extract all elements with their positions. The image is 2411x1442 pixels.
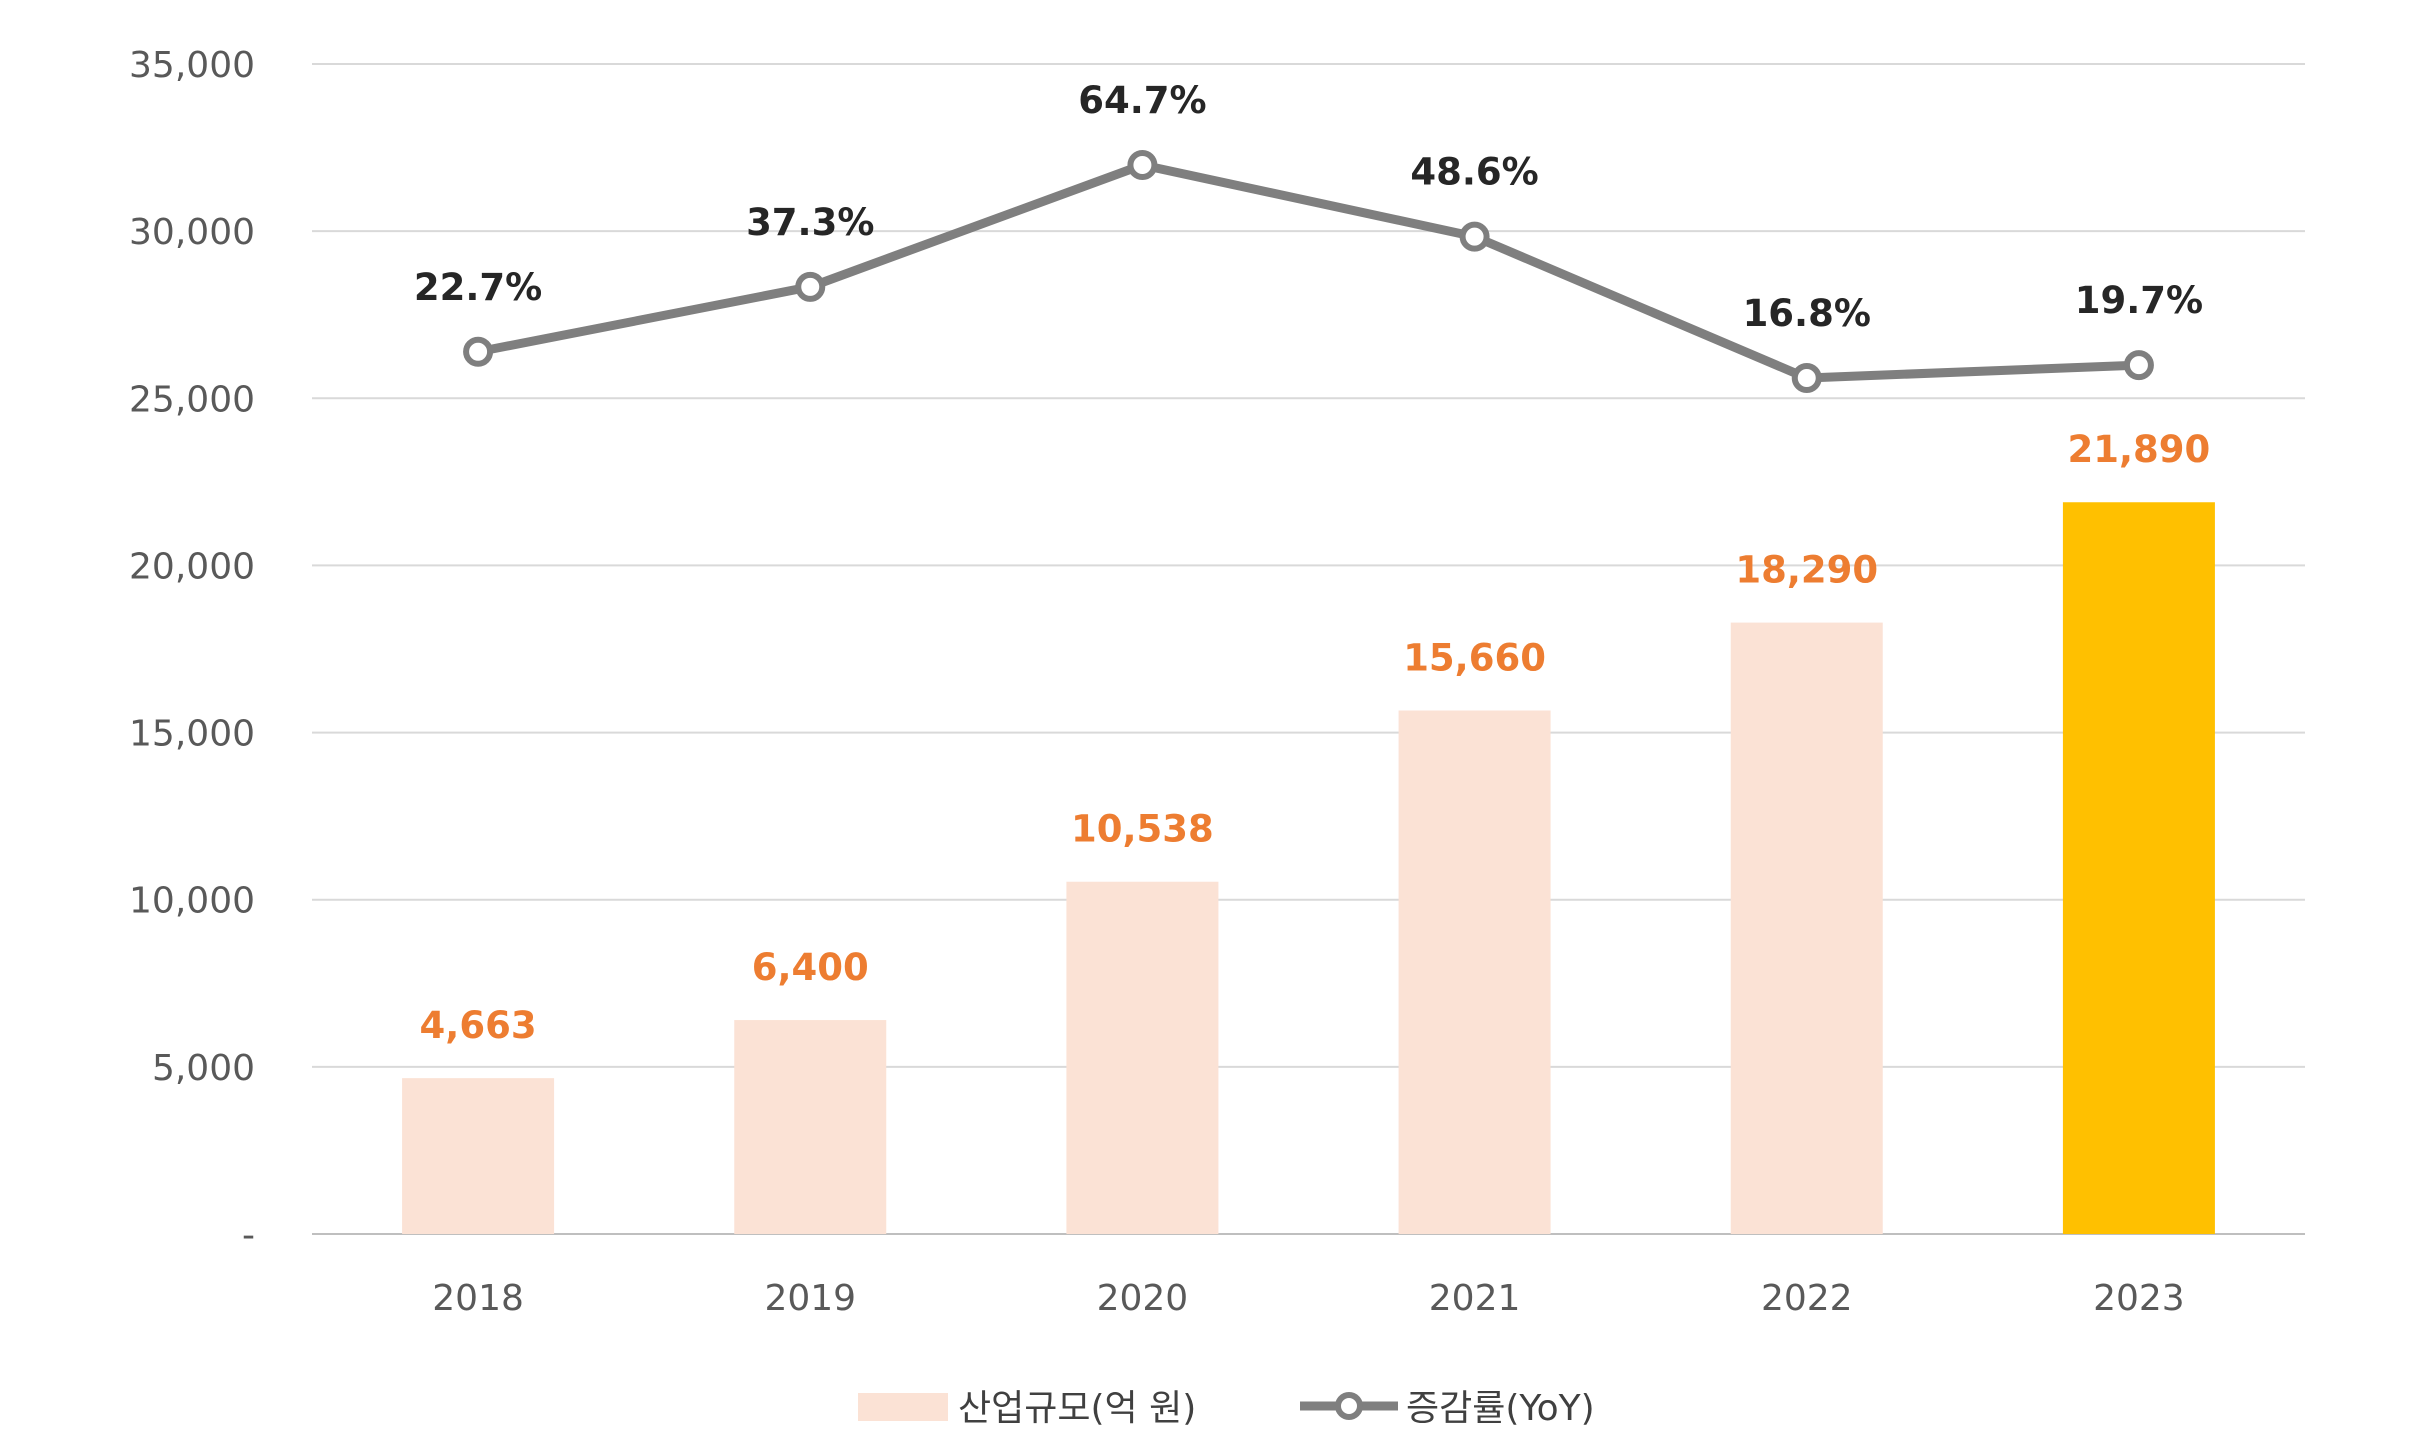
yoy-point — [2123, 350, 2154, 381]
bar — [1066, 881, 1219, 1234]
bar-data-label: 15,660 — [1403, 637, 1546, 680]
y-tick-label: 25,000 — [129, 379, 255, 420]
bar-data-label: 10,538 — [1071, 808, 1214, 851]
yoy-data-label: 37.3% — [746, 201, 874, 244]
y-tick-label: 30,000 — [129, 212, 255, 253]
bar — [734, 1020, 887, 1234]
bar — [1398, 710, 1551, 1234]
yoy-point — [1459, 221, 1490, 252]
legend-label-line: 증감률(YoY) — [1406, 1388, 1595, 1429]
line-layer — [463, 150, 2154, 393]
bar-data-label: 18,290 — [1735, 549, 1878, 592]
yoy-data-label: 64.7% — [1078, 79, 1206, 122]
legend-swatch-bar — [858, 1393, 948, 1421]
x-tick-label: 2021 — [1429, 1278, 1521, 1319]
y-tick-label: - — [242, 1215, 255, 1256]
y-tick-label: 35,000 — [129, 45, 255, 86]
yoy-data-label: 22.7% — [414, 266, 542, 309]
bar — [2062, 502, 2215, 1235]
bar-layer — [402, 502, 2215, 1235]
yoy-point — [463, 336, 494, 367]
yoy-data-label: 19.7% — [2075, 279, 2203, 322]
bar — [1730, 622, 1883, 1234]
x-tick-label: 2018 — [432, 1278, 524, 1319]
y-tick-label: 5,000 — [152, 1048, 255, 1089]
yoy-data-label: 48.6% — [1410, 151, 1538, 194]
yoy-point — [1127, 150, 1158, 180]
legend-swatch-marker — [1335, 1392, 1363, 1420]
bar-data-label: 4,663 — [420, 1004, 537, 1047]
bar — [402, 1078, 555, 1234]
x-tick-label: 2022 — [1761, 1278, 1853, 1319]
y-tick-label: 10,000 — [129, 881, 255, 922]
legend: 산업규모(억 원) 증감률(YoY) — [858, 1388, 1595, 1429]
yoy-point — [795, 271, 826, 302]
yoy-point — [1791, 363, 1822, 393]
bar-data-label: 21,890 — [2068, 428, 2211, 471]
y-tick-label: 20,000 — [129, 546, 255, 587]
x-tick-label: 2019 — [764, 1278, 856, 1319]
yoy-data-label: 16.8% — [1743, 292, 1871, 335]
yoy-line — [477, 160, 2140, 383]
x-tick-label: 2020 — [1097, 1278, 1189, 1319]
legend-label-bar: 산업규모(억 원) — [958, 1388, 1196, 1429]
x-tick-label: 2023 — [2093, 1278, 2185, 1319]
label-layer: 4,663 6,400 10,538 15,660 18,290 21,890 22.7% 3… — [414, 79, 2210, 1047]
grid-layer: - 5,000 10,000 15,000 20,000 25,000 30,000 35,0… — [129, 45, 2305, 1319]
y-tick-label: 15,000 — [129, 714, 255, 755]
bar-data-label: 6,400 — [752, 946, 869, 989]
